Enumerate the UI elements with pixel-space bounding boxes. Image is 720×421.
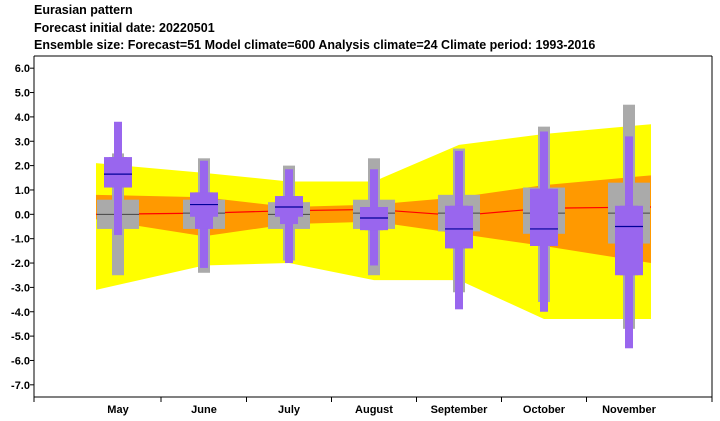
y-tick-label: -6.0: [11, 355, 30, 367]
forecast-box: [104, 157, 132, 188]
x-tick-label: July: [278, 404, 301, 416]
y-tick-label: 1.0: [15, 185, 30, 197]
y-tick-label: 4.0: [15, 112, 30, 124]
forecast-box: [360, 207, 388, 231]
forecast-date: Forecast initial date: 20220501: [34, 21, 215, 35]
x-tick-label: August: [355, 404, 393, 416]
x-tick-label: October: [523, 404, 566, 416]
x-tick-label: November: [602, 404, 657, 416]
forecast-box: [530, 188, 558, 246]
x-tick-label: June: [191, 404, 217, 416]
y-tick-label: -3.0: [11, 282, 30, 294]
forecast-box: [615, 205, 643, 276]
x-tick-label: September: [431, 404, 489, 416]
y-tick-label: 6.0: [15, 63, 30, 75]
y-tick-label: -1.0: [11, 234, 30, 246]
y-tick-label: 0.0: [15, 209, 30, 221]
y-tick-label: -7.0: [11, 380, 30, 392]
axes: 6.0 5.0 4.0 3.0 2.0 1.0 0.0 -1.0 -2.0 -3.0 -4.0 -5.…: [11, 55, 713, 416]
forecast-box: [275, 196, 303, 217]
y-tick-label: 3.0: [15, 136, 30, 148]
y-tick-label: 5.0: [15, 88, 30, 100]
y-tick-label: -2.0: [11, 258, 30, 270]
forecast-box: [445, 205, 473, 249]
y-tick-label: 2.0: [15, 161, 30, 173]
box-plots: [97, 104, 650, 349]
y-tick-label: -4.0: [11, 307, 30, 319]
ensemble-info: Ensemble size: Forecast=51 Model climate…: [34, 38, 596, 52]
chart-title: Eurasian pattern: [34, 3, 133, 17]
y-tick-label: -5.0: [11, 331, 30, 343]
x-tick-label: May: [107, 404, 129, 416]
